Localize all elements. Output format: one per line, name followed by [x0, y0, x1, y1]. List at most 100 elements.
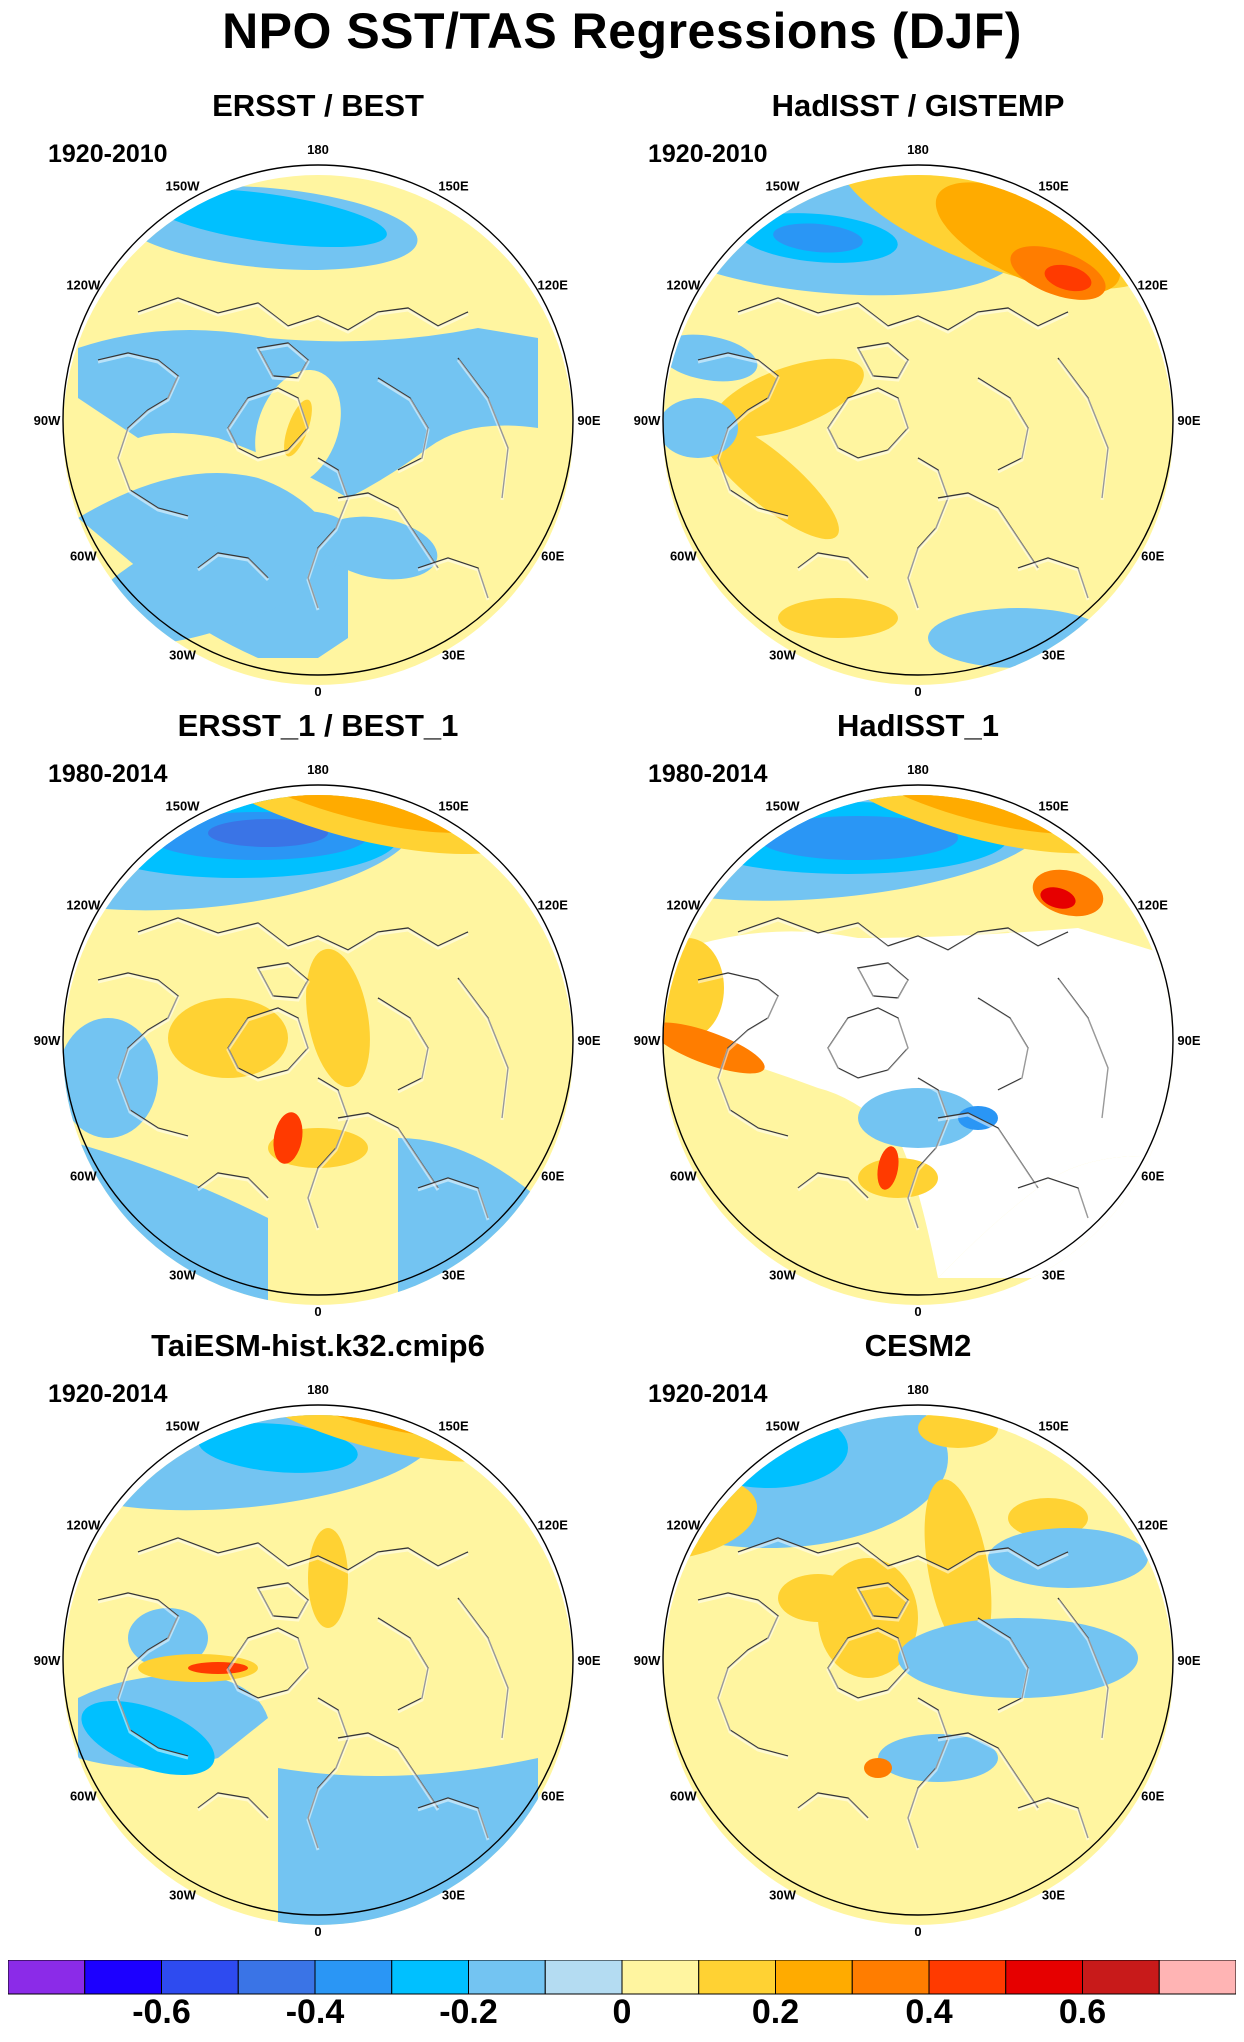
coastline-halo [826, 1628, 910, 1702]
longitude-label: 180 [907, 762, 929, 777]
longitude-label: 120E [538, 278, 569, 293]
coastline-halo [255, 963, 310, 1002]
coastline-halo [737, 1538, 1069, 1574]
anomaly-region [778, 598, 898, 638]
panel-title: ERSST / BEST [212, 88, 424, 123]
polar-map: 180 150E 120E 90E 60E 30E 0 30W 60W 90W 120W 150W [634, 1382, 1201, 1938]
coastline-halo [255, 1583, 310, 1622]
colorbar-swatch [84, 1960, 162, 1995]
colorbar-swatch [544, 1960, 623, 1995]
coastline-halo [337, 493, 440, 571]
coastline-halo [306, 1078, 350, 1231]
coastline-halo [197, 1173, 270, 1202]
anomaly-region [318, 516, 438, 580]
longitude-label: 30W [769, 1888, 796, 1903]
coastline-halo [737, 298, 1069, 334]
map-boundary [662, 1404, 1174, 1916]
coastline-halo [826, 1008, 910, 1082]
colorbar-tick-label: 0.2 [751, 1993, 800, 2031]
panel-title: CESM2 [864, 1328, 972, 1363]
longitude-label: 150E [1038, 178, 1069, 193]
anomaly-region [778, 1574, 858, 1622]
map-boundary [62, 164, 574, 676]
anomaly-region [273, 1112, 303, 1164]
longitude-label: 90W [634, 413, 661, 428]
longitude-label: 60W [70, 549, 97, 564]
longitude-label: 30W [169, 1268, 196, 1283]
panel-period: 1920-2010 [48, 140, 168, 168]
longitude-label: 120E [1138, 278, 1169, 293]
anomaly-region [188, 1662, 248, 1674]
colorbar-swatch [621, 1960, 700, 1995]
longitude-label: 30E [1042, 648, 1065, 663]
coastline-halo [456, 979, 510, 1121]
polar-map: 180 150E 120E 90E 60E 30E 0 30W 60W 90W 120W 150W [34, 142, 601, 698]
coastline-halo [937, 1113, 1040, 1191]
map-panel: ERSST_1 / BEST_1 180 150E 120E 90E 60E 30E 0 30W… [18, 708, 618, 1318]
longitude-label: 60E [1141, 549, 1164, 564]
map-boundary [62, 784, 574, 1296]
coastline-halo [417, 558, 490, 601]
coastline-halo [197, 553, 270, 582]
longitude-label: 150W [766, 1418, 801, 1433]
longitude-label: 60E [1141, 1169, 1164, 1184]
polar-map: 180 150E 120E 90E 60E 30E 0 30W 60W 90W 120W 150W [634, 762, 1201, 1318]
anomaly-region [208, 819, 328, 847]
longitude-label: 120W [66, 1518, 101, 1533]
coastline-halo [255, 343, 310, 382]
coastline [97, 1592, 189, 1757]
coastline-halo [1017, 558, 1090, 601]
longitude-label: 60W [70, 1169, 97, 1184]
longitude-label: 90W [634, 1033, 661, 1048]
coastline-halo [306, 1698, 350, 1851]
longitude-label: 90E [1177, 1653, 1200, 1668]
panel-period: 1920-2014 [48, 1380, 168, 1408]
coastline-halo [1056, 979, 1110, 1121]
longitude-label: 180 [307, 142, 329, 157]
anomaly-region [864, 1758, 892, 1778]
longitude-label: 90W [34, 413, 61, 428]
colorbar-tick-label: 0 [612, 1993, 632, 2031]
colorbar-tick-label: -0.6 [132, 1993, 191, 2031]
longitude-label: 30E [442, 648, 465, 663]
coastline-halo [797, 1173, 870, 1202]
coastline-halo [937, 1733, 1040, 1811]
longitude-label: 150W [766, 178, 801, 193]
colorbar-swatch [1082, 1960, 1160, 1995]
colorbar-swatch [314, 1960, 393, 1995]
coastline [737, 297, 1069, 331]
map-panel: HadISST_1 180 150E 120E 90E 60E 30E 0 30W 60W 90W 1… [618, 708, 1218, 1318]
map-boundary [662, 164, 1174, 676]
longitude-label: 150E [1038, 1418, 1069, 1433]
anomaly-region [663, 938, 724, 1038]
coastline [737, 1537, 1069, 1571]
panel-title: TaiESM-hist.k32.cmip6 [151, 1328, 485, 1363]
coastline-halo [306, 458, 350, 611]
coastline [697, 1592, 789, 1757]
longitude-label: 150W [166, 798, 201, 813]
coastline-halo [456, 359, 510, 501]
longitude-label: 0 [914, 1304, 921, 1318]
colorbar-swatch [1005, 1960, 1083, 1995]
anomaly-region [988, 1528, 1148, 1588]
colorbar-tick-label: -0.2 [439, 1993, 498, 2031]
coastline [697, 352, 789, 517]
coastline-halo [197, 1793, 270, 1822]
coastline-halo [906, 1078, 950, 1231]
coastline-halo [456, 1599, 510, 1741]
longitude-label: 120E [1138, 898, 1169, 913]
longitude-label: 90W [34, 1653, 61, 1668]
coastline-halo [377, 1618, 430, 1714]
coastline-halo [937, 493, 1040, 571]
page-title: NPO SST/TAS Regressions (DJF) [222, 3, 1022, 59]
coastline-halo [226, 1628, 310, 1702]
anomaly-region [877, 1146, 899, 1190]
coastline [137, 1537, 469, 1571]
coastline-halo [797, 1793, 870, 1822]
panel-title: ERSST_1 / BEST_1 [177, 708, 459, 743]
longitude-label: 30E [1042, 1888, 1065, 1903]
coastline [137, 297, 469, 331]
coastline-halo [226, 388, 310, 462]
colorbar-swatch [161, 1960, 239, 1995]
coastline-halo [737, 918, 1069, 954]
